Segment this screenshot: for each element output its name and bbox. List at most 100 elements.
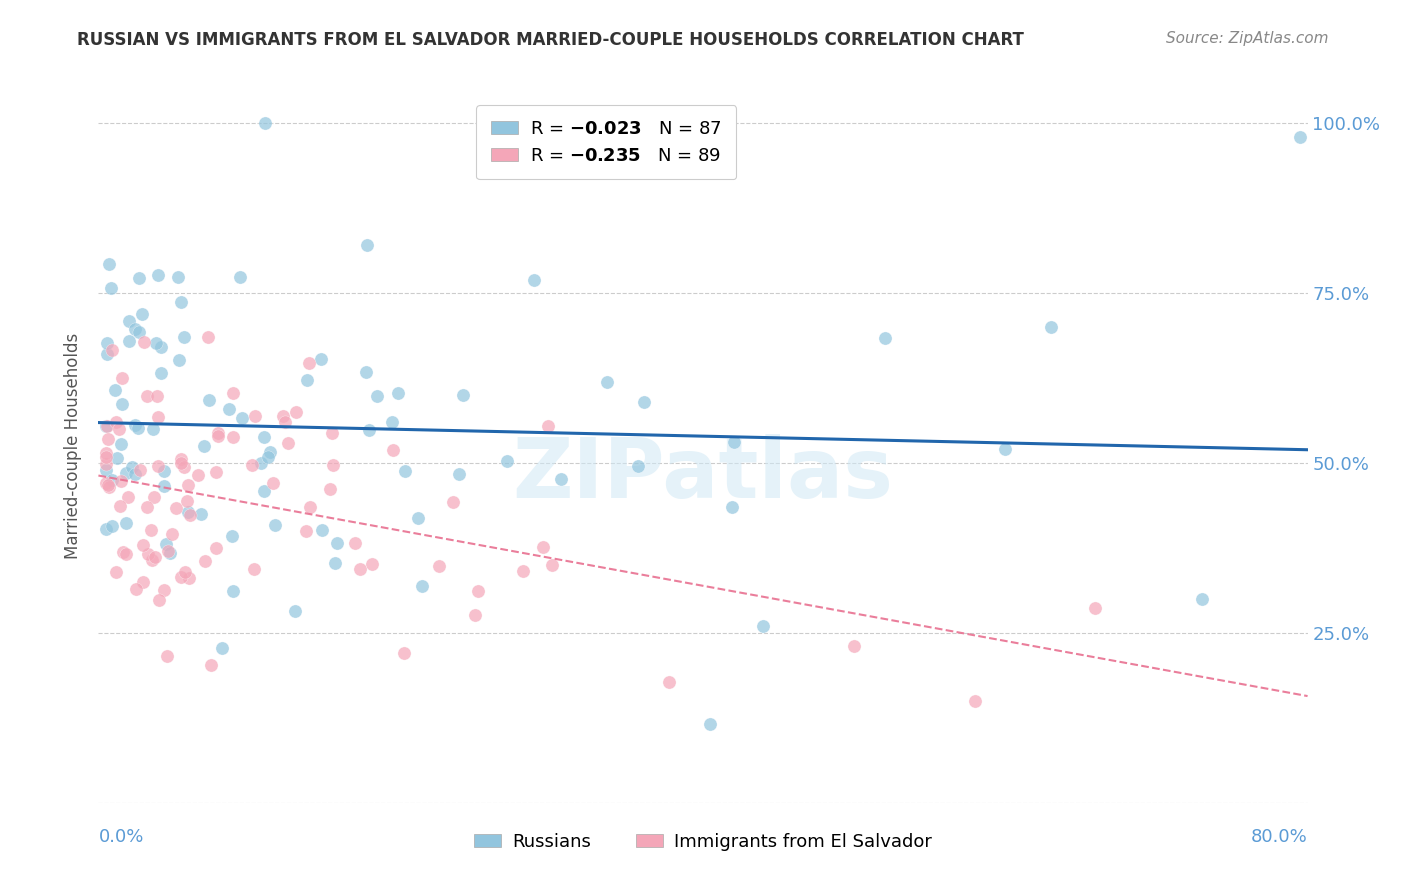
Point <box>148 592 170 607</box>
Point <box>441 495 464 509</box>
Point <box>110 474 132 488</box>
Point <box>221 430 243 444</box>
Point <box>112 545 135 559</box>
Point <box>124 418 146 433</box>
Point <box>96 446 118 460</box>
Point <box>357 423 380 437</box>
Point <box>274 415 297 429</box>
Point <box>361 557 384 571</box>
Point <box>218 402 240 417</box>
Point <box>205 541 228 555</box>
Point <box>176 478 198 492</box>
Point <box>111 396 134 410</box>
Text: 0.0%: 0.0% <box>98 828 143 846</box>
Point <box>699 717 721 731</box>
Legend: Russians, Immigrants from El Salvador: Russians, Immigrants from El Salvador <box>467 826 939 858</box>
Point <box>145 389 167 403</box>
Point <box>142 422 165 436</box>
Point <box>155 537 177 551</box>
Point <box>596 375 619 389</box>
Point <box>193 439 215 453</box>
Point <box>141 552 163 566</box>
Point <box>994 442 1017 457</box>
Point <box>211 641 233 656</box>
Point <box>124 322 146 336</box>
Point <box>159 546 181 560</box>
Point <box>125 582 148 597</box>
Point <box>98 257 121 271</box>
Point <box>132 537 155 551</box>
Point <box>392 646 415 660</box>
Point <box>136 500 159 514</box>
Point <box>173 330 195 344</box>
Point <box>127 421 149 435</box>
Point <box>97 432 120 446</box>
Point <box>118 334 141 348</box>
Point <box>242 562 264 576</box>
Point <box>176 505 198 519</box>
Point <box>170 570 193 584</box>
Point <box>101 343 124 358</box>
Point <box>250 456 273 470</box>
Point <box>633 395 655 409</box>
Point <box>114 467 136 481</box>
Point <box>96 346 118 360</box>
Point <box>187 467 209 482</box>
Point <box>221 529 243 543</box>
Point <box>467 584 489 599</box>
Point <box>176 494 198 508</box>
Point <box>343 536 366 550</box>
Point <box>153 478 176 492</box>
Point <box>207 429 229 443</box>
Point <box>165 501 187 516</box>
Point <box>309 352 332 367</box>
Point <box>721 500 744 515</box>
Point <box>354 365 377 379</box>
Point <box>156 544 179 558</box>
Point <box>97 477 120 491</box>
Point <box>129 463 152 477</box>
Point <box>323 556 346 570</box>
Point <box>254 116 277 130</box>
Point <box>179 571 201 585</box>
Point <box>1039 320 1062 334</box>
Point <box>723 435 745 450</box>
Point <box>105 451 128 466</box>
Point <box>550 472 572 486</box>
Point <box>298 356 321 370</box>
Point <box>366 389 388 403</box>
Point <box>222 385 245 400</box>
Point <box>101 519 124 533</box>
Point <box>170 452 193 467</box>
Point <box>356 238 378 252</box>
Point <box>243 409 266 424</box>
Point <box>94 463 117 477</box>
Point <box>143 490 166 504</box>
Point <box>496 453 519 467</box>
Point <box>965 694 987 708</box>
Point <box>118 314 141 328</box>
Point <box>451 388 474 402</box>
Point <box>381 416 404 430</box>
Point <box>627 459 650 474</box>
Point <box>408 511 430 525</box>
Point <box>110 499 132 513</box>
Point <box>207 426 229 441</box>
Point <box>97 480 120 494</box>
Point <box>1289 129 1312 144</box>
Point <box>94 522 117 536</box>
Point <box>198 393 221 408</box>
Point <box>167 353 190 368</box>
Point <box>105 565 128 579</box>
Point <box>117 490 139 504</box>
Point <box>321 426 343 441</box>
Point <box>295 524 318 538</box>
Point <box>322 458 344 473</box>
Point <box>229 270 252 285</box>
Text: Source: ZipAtlas.com: Source: ZipAtlas.com <box>1166 31 1329 46</box>
Point <box>115 516 138 530</box>
Point <box>449 467 471 481</box>
Point <box>110 437 132 451</box>
Point <box>124 467 146 482</box>
Point <box>111 371 134 385</box>
